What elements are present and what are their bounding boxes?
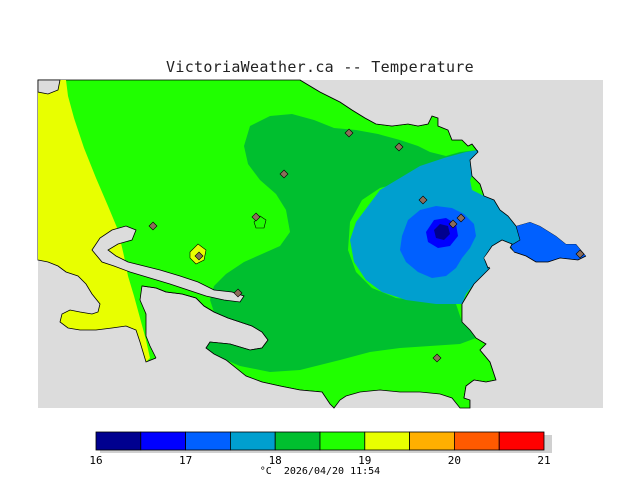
legend-tick-label: 19	[358, 454, 372, 467]
water-channel	[91, 225, 245, 303]
legend-tick-label: 18	[268, 454, 282, 467]
station-marker	[251, 212, 261, 222]
station-marker	[394, 142, 404, 152]
legend-swatch	[140, 431, 187, 451]
legend-caption: °C 2026/04/20 11:54	[0, 466, 640, 477]
legend-swatch	[95, 431, 142, 451]
legend-swatch	[319, 431, 366, 451]
water-nw-corner	[37, 79, 61, 95]
legend-swatch	[453, 431, 500, 451]
legend-swatch	[229, 431, 276, 451]
legend-tick-label: 21	[537, 454, 551, 467]
legend-tick-label: 17	[178, 454, 193, 467]
water-east	[462, 80, 603, 408]
water-north	[300, 80, 603, 150]
land-navy	[434, 224, 450, 240]
legend-tick-label: 16	[89, 454, 103, 467]
station-marker	[432, 353, 442, 363]
legend-tick-label: 20	[447, 454, 462, 467]
legend-swatch	[409, 431, 455, 451]
legend-swatch	[274, 431, 321, 451]
station-marker	[448, 219, 458, 229]
water-south	[38, 260, 334, 408]
station-markers	[148, 128, 585, 363]
legend-swatch	[185, 431, 231, 451]
station-marker	[148, 221, 158, 231]
station-marker	[418, 195, 428, 205]
station-marker	[456, 213, 466, 223]
legend-bar	[95, 431, 545, 451]
coastline	[37, 79, 587, 409]
station-marker	[233, 288, 243, 298]
station-marker	[279, 169, 289, 179]
station-marker	[194, 251, 204, 261]
legend-unit: °C	[259, 466, 272, 477]
map-title: VictoriaWeather.ca -- Temperature	[166, 58, 474, 76]
legend-timestamp: 2026/04/20 11:54	[283, 466, 381, 477]
land-yellow	[38, 80, 150, 362]
station-marker	[344, 128, 354, 138]
legend-swatch	[364, 431, 410, 451]
legend-swatch	[498, 431, 545, 451]
station-marker	[575, 249, 585, 259]
